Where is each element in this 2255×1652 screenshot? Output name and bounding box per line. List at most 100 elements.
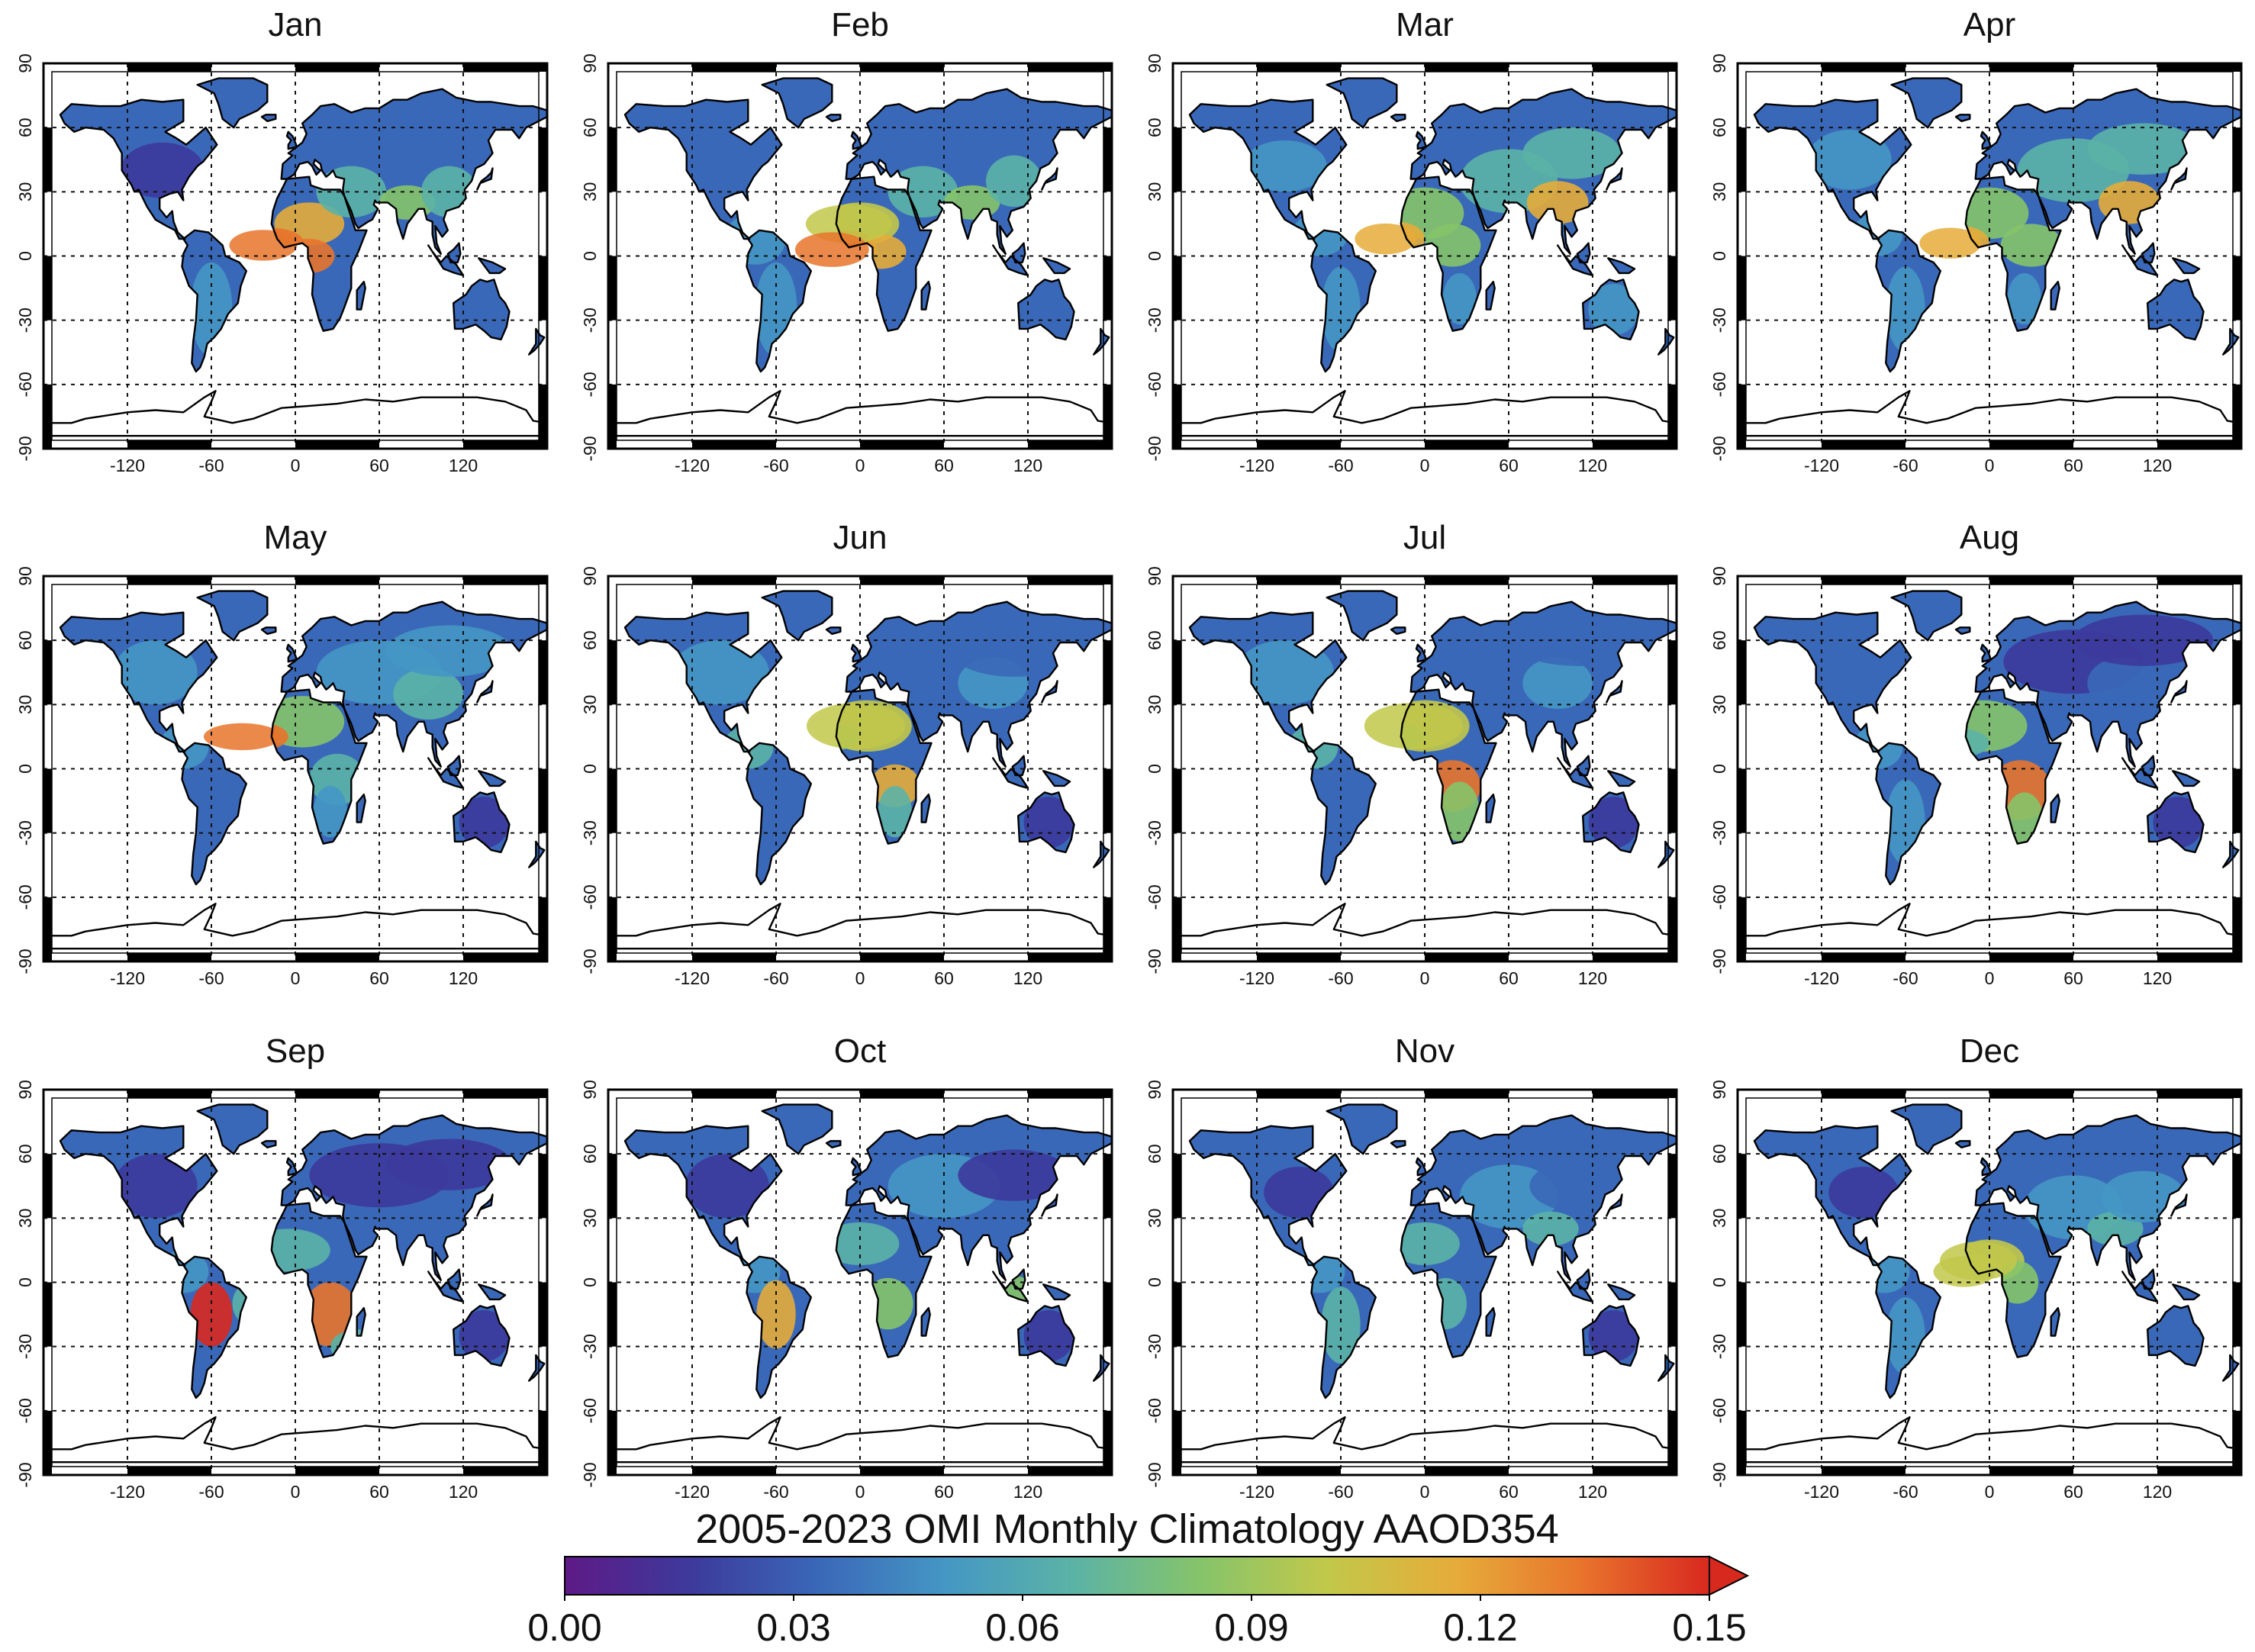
coastline-australia: [2147, 791, 2205, 854]
aerosol-patch: [386, 625, 513, 677]
lat-tick-label: 30: [15, 1209, 35, 1229]
panel-title: Jan: [269, 6, 323, 43]
aerosol-patch: [313, 272, 347, 325]
coastline-africa: [835, 1202, 933, 1358]
lon-tick-label: -60: [1893, 968, 1918, 988]
coastline-uk: [1980, 130, 1992, 150]
lon-tick-label: 120: [2143, 968, 2172, 988]
panel-title: Feb: [831, 6, 889, 43]
coastline-indonesia: [427, 244, 465, 276]
coastline-uk: [850, 130, 862, 150]
coastline-iceland: [825, 626, 842, 636]
aerosol-patch: [1440, 781, 1480, 842]
coastline-japan: [2170, 167, 2188, 191]
coastline-uk: [285, 1157, 298, 1177]
coastline-sa: [1875, 229, 1941, 373]
coastline-madagascar: [356, 281, 366, 311]
lat-tick-label: -60: [580, 1398, 600, 1423]
coastline-uk: [1415, 643, 1427, 663]
coastline-japan: [476, 680, 494, 704]
aerosol-patch: [1235, 640, 1334, 705]
aerosol-patch: [958, 1149, 1070, 1201]
lat-tick-label: 0: [580, 764, 600, 774]
lon-tick-label: 0: [855, 968, 865, 988]
lat-tick-label: 90: [580, 1080, 600, 1100]
coastline-antarctica: [1736, 1416, 2243, 1464]
lat-tick-label: -90: [15, 1462, 35, 1487]
lon-tick-label: 0: [855, 1482, 865, 1502]
coastline-madagascar: [920, 1307, 931, 1337]
lat-tick-label: -60: [1145, 372, 1165, 397]
coastline-japan: [1606, 167, 1623, 191]
lon-tick-label: 120: [2143, 456, 2172, 475]
coastline-nz: [1657, 1354, 1675, 1382]
coastline-antarctica: [1736, 390, 2243, 437]
coastline-madagascar: [356, 1307, 366, 1337]
lat-tick-label: 90: [580, 53, 600, 73]
lat-tick-label: -60: [1709, 1398, 1729, 1423]
ocean-plume: [1355, 223, 1416, 255]
coastline-eurasia: [845, 1114, 1113, 1281]
coastline-uk: [850, 643, 862, 663]
lon-tick-label: -60: [1328, 1482, 1353, 1502]
coastline-africa: [1400, 688, 1497, 845]
coastline-africa: [270, 688, 368, 845]
coastline-japan: [1041, 1193, 1058, 1217]
coastline-png: [2172, 770, 2201, 787]
aerosol-patch: [1023, 796, 1074, 849]
lat-tick-label: 90: [1709, 53, 1729, 73]
lat-tick-label: 0: [1145, 251, 1165, 261]
lat-tick-label: -90: [580, 948, 600, 974]
lon-tick-label: 0: [1985, 456, 1995, 475]
lat-tick-label: -30: [1709, 1334, 1729, 1359]
coastline-uk: [850, 1157, 862, 1177]
lat-tick-label: 60: [1145, 118, 1165, 137]
coastline-australia: [1017, 279, 1075, 341]
coastline-greenland: [1326, 77, 1398, 129]
aerosol-patch: [1522, 127, 1621, 179]
coastline-eurasia: [845, 88, 1113, 255]
coastline-madagascar: [920, 794, 931, 823]
coastline-nz: [528, 327, 546, 356]
aerosol-patch: [2087, 123, 2199, 175]
coastline-na: [1188, 1125, 1348, 1267]
map-panel-oct: Oct -120 -60 0 60 120 90 60 30 0 -30 -60 -90: [580, 1032, 1113, 1502]
coastline-eurasia: [1974, 601, 2243, 768]
coastline-greenland: [196, 77, 269, 129]
lon-tick-label: -60: [198, 968, 224, 988]
coastline-japan: [1041, 680, 1058, 704]
coastline-africa: [1964, 176, 2062, 332]
coastline-antarctica: [42, 903, 549, 950]
lat-tick-label: 0: [1709, 764, 1729, 774]
coastline-madagascar: [920, 281, 931, 311]
coastline-nz: [2222, 840, 2240, 868]
lon-tick-label: 60: [2063, 968, 2083, 988]
coastline-africa: [1400, 176, 1497, 332]
lon-tick-label: 60: [2063, 456, 2083, 475]
lat-tick-label: 60: [1145, 630, 1165, 650]
coastline-na: [623, 611, 783, 753]
lat-tick-label: -90: [1145, 436, 1165, 461]
coastline-indonesia: [2121, 757, 2159, 789]
panel-title: Sep: [266, 1032, 325, 1070]
coastline-eurasia: [280, 601, 549, 768]
coastline-iceland: [825, 114, 842, 123]
lon-tick-label: 0: [291, 456, 301, 475]
coastline-greenland: [761, 77, 833, 129]
colorbar-tick-label: 0.00: [527, 1606, 601, 1649]
lon-tick-label: -60: [1893, 456, 1918, 475]
coastline-australia: [1582, 791, 1640, 854]
lon-tick-label: 120: [1578, 968, 1607, 988]
coastline-iceland: [825, 1140, 842, 1149]
lat-tick-label: -90: [1709, 436, 1729, 461]
lon-tick-label: 120: [449, 456, 478, 475]
coastline-png: [1607, 257, 1636, 275]
lat-tick-label: 90: [1709, 566, 1729, 586]
lat-tick-label: -30: [15, 820, 35, 845]
lat-tick-label: -90: [1145, 948, 1165, 974]
coastline-na: [623, 98, 783, 240]
map-panel-sep: Sep -120 -60 0 60 120 90 60 30 0 -30 -60 -90: [15, 1032, 549, 1502]
lat-tick-label: -60: [580, 884, 600, 910]
lon-tick-label: 0: [1420, 1482, 1430, 1502]
